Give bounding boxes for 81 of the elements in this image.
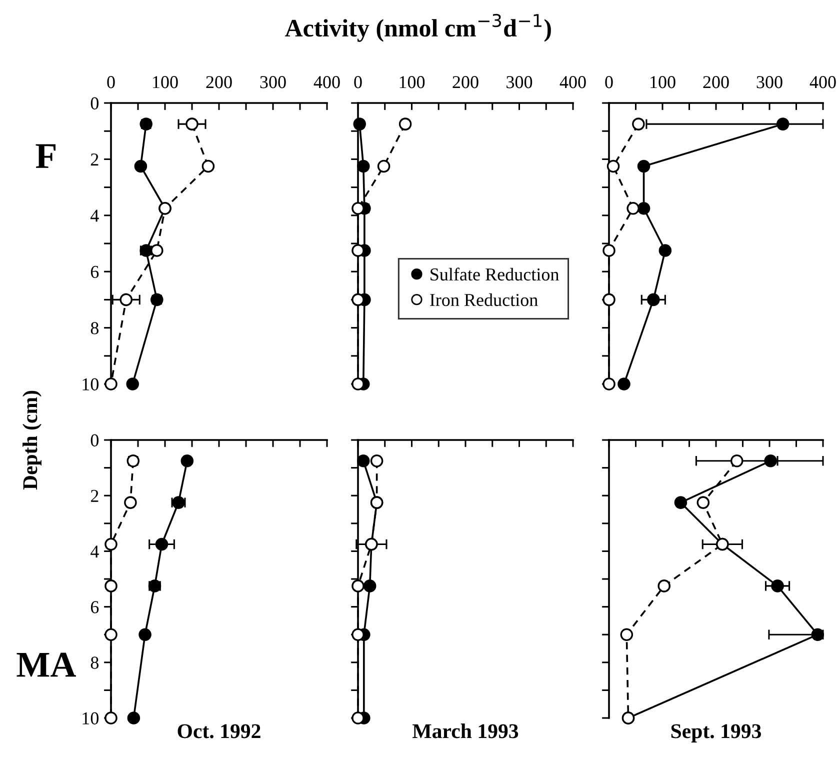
x-tick-label: 300 [260,76,286,88]
point [124,496,137,509]
point [180,454,194,468]
point [370,454,384,468]
x-tick-label: 100 [400,76,425,88]
y-tick-label: 6 [90,266,99,278]
point [398,118,412,130]
x-tick-label: 200 [206,76,232,88]
point [637,202,650,215]
x-tick-label: 400 [810,76,836,88]
point [632,118,645,130]
point [602,244,616,257]
point [155,538,168,551]
y-tick-label: 4 [90,546,99,558]
y-tick-label: 8 [90,322,99,334]
point [696,496,710,509]
point [352,293,364,306]
y-tick-label: 10 [82,378,99,390]
y-tick-label: 6 [90,601,99,614]
y-axis-title: Depth (cm) [22,390,42,490]
x-tick-label: 400 [314,76,340,88]
y-tick-label: 8 [90,656,99,669]
point [618,378,630,390]
point [202,160,215,173]
point [811,628,824,641]
point [352,202,364,215]
legend-label: Sulfate Reduction [430,268,559,281]
y-tick-label: 0 [90,97,99,110]
x-tick-label: 0 [605,76,613,88]
x-tick-label: 300 [506,76,532,88]
point [771,580,784,592]
text: F [36,144,56,168]
point [138,628,152,641]
point [606,160,620,173]
point [150,244,164,257]
x-tick-label: 0 [354,76,362,88]
point [764,454,777,468]
x-axis-title: March 1993 [412,724,518,738]
x-tick-label: 400 [560,76,586,88]
y-tick-label: 10 [82,712,99,724]
point [620,628,634,641]
point [186,118,198,130]
x-tick-label: 200 [703,76,729,88]
x-tick-label: 300 [756,76,782,88]
point [120,293,133,306]
point [104,628,118,641]
point [126,378,139,390]
point [658,244,672,257]
point [352,244,364,257]
y-tick-label: 0 [90,434,99,446]
y-tick-label: 2 [90,154,98,166]
x-tick-label: 0 [107,76,115,88]
point [353,118,366,130]
point [647,293,660,306]
text: MA [16,652,76,677]
x-axis-title: Sept. 1993 [671,724,762,742]
point [104,580,118,592]
point [356,160,370,173]
point [637,160,650,173]
point [104,538,118,551]
point [127,712,140,724]
point [626,202,640,215]
point [363,580,376,592]
point [377,160,390,173]
point [134,160,148,173]
point [352,580,364,592]
point [356,454,370,468]
point [352,628,364,641]
y-tick-label: 4 [90,210,99,222]
legend-label: Iron Reduction [430,293,538,306]
x-axis-title: Oct. 1992 [178,724,260,738]
y-tick-label: 2 [90,490,98,502]
x-tick-label: 100 [650,76,676,88]
point [730,454,744,468]
point [602,293,616,306]
x-tick-label: 100 [153,76,178,88]
point [658,580,670,592]
point [674,496,688,509]
point [776,118,790,130]
chart-title: Activity (nmol cm$^{−3}$d$^{−1}$) [284,14,551,42]
x-tick-label: 200 [452,76,478,88]
